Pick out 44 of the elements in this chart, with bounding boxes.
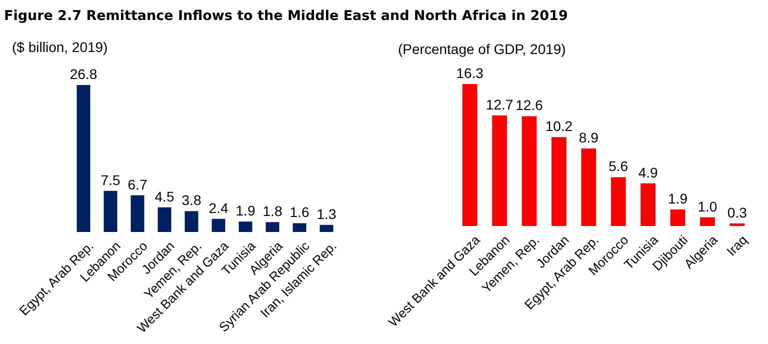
data-label: 1.8 [262, 203, 282, 220]
data-label: 4.5 [154, 188, 174, 204]
data-label: 4.9 [638, 164, 658, 180]
data-label: 6.7 [128, 176, 148, 192]
data-label: 1.0 [698, 198, 718, 214]
data-label: 12.7 [486, 96, 514, 112]
bar [292, 223, 306, 232]
bar [492, 115, 507, 226]
bar [670, 209, 686, 226]
bar [76, 85, 90, 232]
bar [184, 211, 198, 232]
data-label: 2.4 [208, 200, 228, 216]
data-label: 1.9 [236, 202, 256, 219]
data-label: 10.2 [545, 118, 573, 134]
bar [610, 177, 626, 226]
bar [158, 207, 172, 232]
data-label: 16.3 [456, 65, 484, 81]
data-label: 5.6 [608, 158, 628, 174]
bar [552, 137, 566, 226]
bar [266, 222, 280, 232]
bar [212, 218, 226, 232]
data-label: 1.3 [316, 206, 336, 222]
chart-subtitle: ($ billion, 2019) [12, 39, 108, 55]
bar [238, 222, 252, 232]
bar [522, 116, 537, 226]
bar [730, 223, 745, 226]
data-label: 7.5 [100, 172, 120, 188]
bar [581, 148, 596, 226]
data-label: 26.8 [70, 66, 98, 82]
bar [462, 84, 478, 226]
data-label: 8.9 [578, 129, 599, 146]
x-tick-label: Iraq [724, 232, 750, 259]
bar [104, 190, 118, 232]
chart-subtitle: (Percentage of GDP, 2019) [398, 41, 566, 57]
bar [130, 195, 144, 232]
data-label: 12.6 [516, 97, 544, 114]
data-label: 1.9 [668, 190, 688, 206]
data-label: 1.6 [290, 204, 310, 220]
bar [700, 217, 715, 226]
data-label: 3.8 [182, 192, 202, 208]
bar [640, 183, 656, 226]
data-label: 0.3 [727, 204, 748, 220]
chart-title: Figure 2.7 Remittance Inflows to the Middle East and North Africa in 2019 [4, 8, 568, 24]
bar [320, 224, 334, 232]
